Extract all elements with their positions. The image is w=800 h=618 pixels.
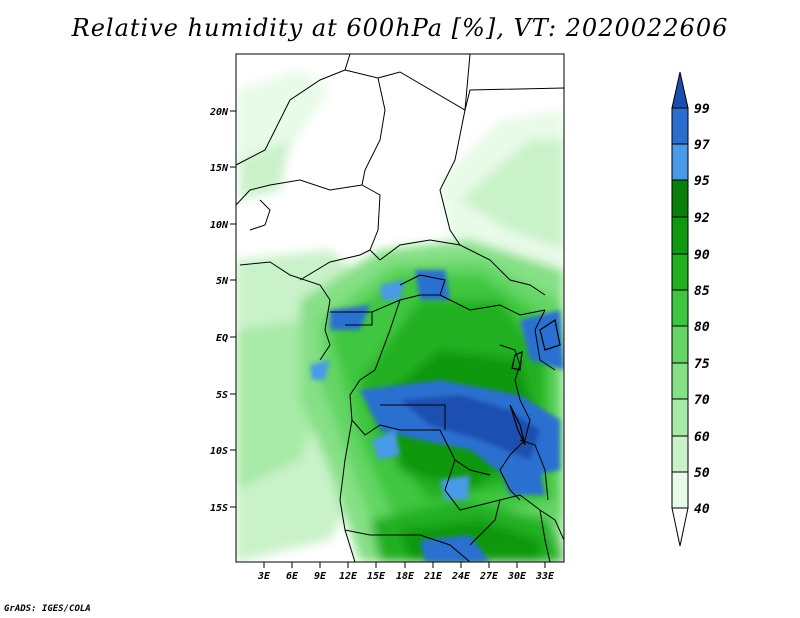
- map-title: Relative humidity at 600hPa [%], VT: 202…: [71, 14, 729, 42]
- lat-label: 20N: [209, 107, 229, 118]
- colorbar-label: 50: [694, 466, 710, 481]
- colorbar-label: 75: [694, 357, 710, 372]
- colorbar-bottom-arrow: [671, 507, 689, 547]
- colorbar-label: 70: [694, 393, 710, 408]
- colorbar-swatch: [671, 253, 689, 291]
- lat-label: 15N: [210, 163, 229, 174]
- lon-label: 30E: [507, 571, 527, 582]
- lon-label: 21E: [423, 571, 443, 582]
- lat-label: 10N: [210, 220, 229, 231]
- colorbar-swatch: [671, 362, 689, 400]
- country-borders: [236, 54, 564, 562]
- colorbar-swatch: [671, 179, 689, 218]
- lat-label: 15S: [210, 503, 228, 514]
- colorbar-label: 97: [694, 138, 710, 153]
- colorbar-label: 90: [694, 248, 710, 263]
- lon-label: 15E: [367, 571, 386, 582]
- lon-label: 12E: [339, 571, 358, 582]
- colorbar-label: 85: [694, 284, 710, 299]
- lon-label: 6E: [286, 571, 299, 582]
- lon-axis: 3E 6E 9E 12E 15E 18E 21E 24E 27E 30E 33E: [257, 562, 555, 582]
- colorbar-swatch: [671, 107, 689, 145]
- lon-label: 24E: [451, 571, 471, 582]
- colorbar-label: 80: [694, 320, 710, 335]
- lat-axis: 20N 15N 10N 5N EQ 5S 10S 15S: [209, 107, 236, 514]
- colorbar-top-arrow: [671, 71, 689, 109]
- colorbar-swatch: [671, 471, 689, 509]
- colorbar-label: 95: [694, 174, 710, 189]
- lakes: [509, 319, 561, 446]
- lat-label: 10S: [210, 446, 228, 457]
- lat-label: 5N: [216, 276, 229, 287]
- colorbar-label: 40: [694, 502, 710, 517]
- colorbar: 99 97 95 92 90 85 80 75 70 60 50 40: [671, 71, 710, 547]
- colorbar-swatch: [671, 398, 689, 437]
- colorbar-label: 92: [694, 211, 710, 226]
- lon-label: 9E: [314, 571, 327, 582]
- colorbar-swatch: [671, 325, 689, 364]
- lon-label: 18E: [396, 571, 415, 582]
- lon-label: 3E: [257, 571, 271, 582]
- colorbar-swatch: [671, 216, 689, 255]
- humidity-field: [236, 54, 564, 562]
- lat-label: EQ: [216, 333, 228, 344]
- colorbar-swatch: [671, 435, 689, 473]
- lon-label: 27E: [479, 571, 499, 582]
- colorbar-swatch: [671, 289, 689, 327]
- colorbar-label: 99: [694, 102, 710, 117]
- lat-label: 5S: [216, 390, 228, 401]
- lon-label: 33E: [535, 571, 555, 582]
- grads-credit: GrADS: IGES/COLA: [4, 604, 91, 614]
- map-frame: [235, 53, 565, 563]
- colorbar-swatch: [671, 143, 689, 181]
- colorbar-label: 60: [694, 430, 710, 445]
